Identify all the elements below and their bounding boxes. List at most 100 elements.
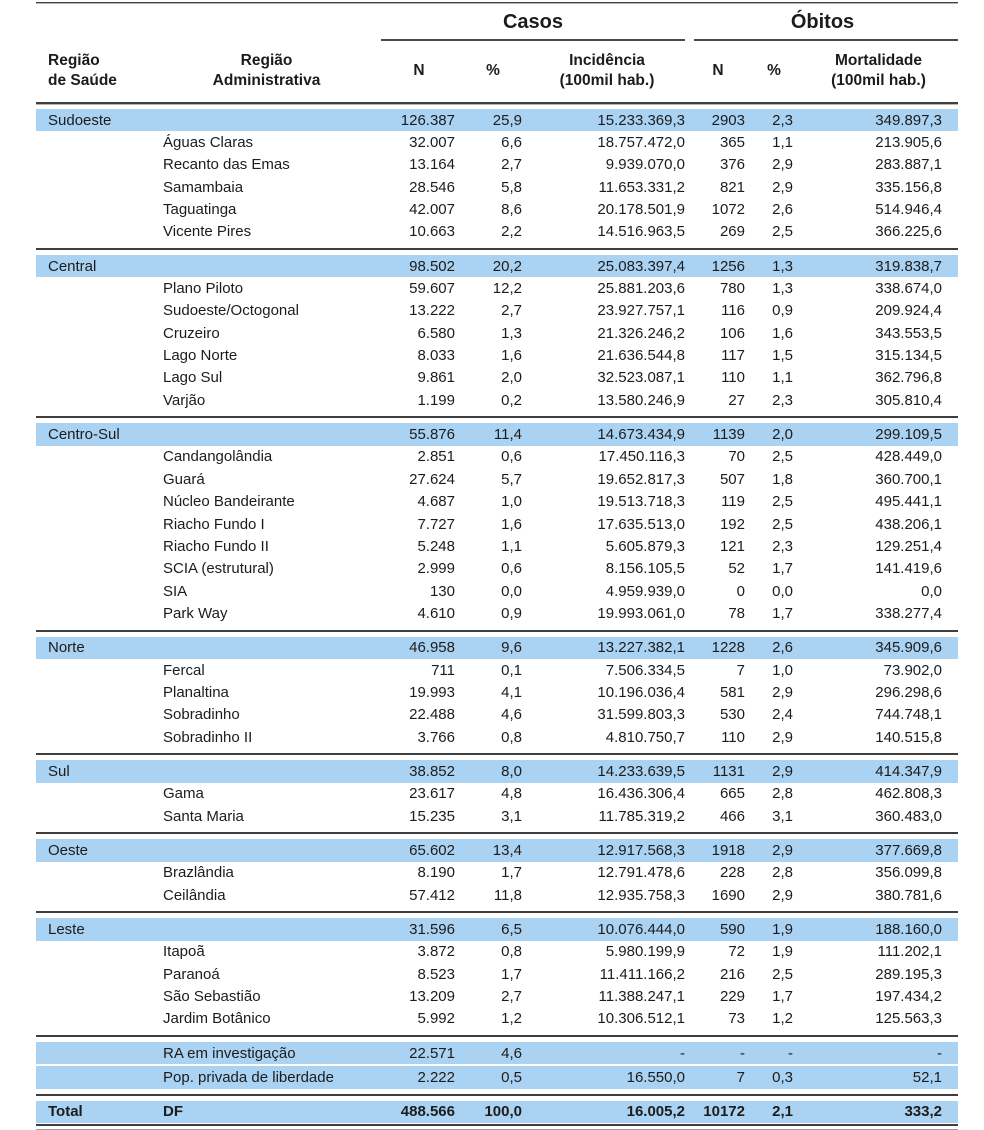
cell-casos-n: 5.992	[417, 1010, 455, 1028]
table-body: Sudoeste 126.387 25,9 15.233.369,3 2903 2,3 34…	[36, 109, 958, 1130]
cell-mortalidade: 335.156,8	[875, 178, 942, 196]
cell-casos-incidencia: 18.757.472,0	[597, 134, 685, 152]
cell-casos-incidencia: 4.959.939,0	[605, 582, 685, 600]
cell-regiao-administrativa: Guará	[163, 470, 205, 488]
cell-obitos-pct: 1,7	[772, 988, 793, 1006]
cell-regiao-saude: Leste	[48, 921, 85, 939]
cell-obitos-n: 1228	[711, 639, 745, 657]
cell-casos-n: 31.596	[409, 921, 455, 939]
cell-obitos-n: 117	[721, 347, 745, 365]
cell-regiao-administrativa: Recanto das Emas	[163, 156, 290, 174]
cell-mortalidade: 345.909,6	[875, 639, 942, 657]
cell-casos-incidencia: 12.791.478,6	[597, 864, 685, 882]
cell-obitos-n: 1256	[711, 257, 745, 275]
cell-casos-incidencia: 11.653.331,2	[598, 178, 685, 196]
cell-casos-pct: 2,2	[501, 223, 522, 241]
cell-obitos-n: 228	[719, 864, 745, 882]
cell-obitos-pct: 1,2	[772, 1010, 793, 1028]
cell-regiao-saude: Sudoeste	[48, 111, 112, 129]
cell-obitos-pct: 2,6	[772, 639, 793, 657]
cell-casos-incidencia: 14.516.963,5	[597, 223, 685, 241]
table-row: Taguatinga 42.007 8,6 20.178.501,9 1072 2,6 51…	[36, 198, 958, 220]
region-summary-row: Leste 31.596 6,5 10.076.444,0 590 1,9 188.160,…	[36, 918, 958, 941]
cell-obitos-n: 27	[728, 391, 745, 409]
cell-casos-n: 32.007	[409, 134, 455, 152]
table-row: Ceilândia 57.412 11,8 12.935.758,3 1690 2,9 38…	[36, 884, 958, 906]
cell-casos-incidencia: 16.550,0	[626, 1069, 685, 1087]
cell-casos-n: 2.851	[417, 448, 455, 466]
region-summary-row: Oeste 65.602 13,4 12.917.568,3 1918 2,9 377.66…	[36, 839, 958, 862]
cell-obitos-n: 376	[719, 156, 745, 174]
section-divider	[36, 416, 958, 419]
cell-obitos-n: 0	[736, 582, 745, 600]
cell-obitos-pct: 2,9	[772, 841, 793, 859]
top-rule	[36, 2, 958, 4]
section-divider	[36, 1035, 958, 1038]
cell-regiao-saude: Norte	[48, 639, 85, 657]
cell-obitos-pct: 0,0	[772, 582, 793, 600]
cell-obitos-n: 106	[719, 324, 745, 342]
cell-casos-pct: 12,2	[492, 280, 522, 298]
section-divider	[36, 753, 958, 756]
cell-casos-incidencia: 23.927.757,1	[597, 302, 685, 320]
cell-casos-incidencia: 17.450.116,3	[598, 448, 685, 466]
cell-mortalidade: 283.887,1	[875, 156, 942, 174]
cell-casos-n: 13.164	[409, 156, 455, 174]
table-row: Núcleo Bandeirante 4.687 1,0 19.513.718,3 11…	[36, 491, 958, 513]
cell-casos-incidencia: 4.810.750,7	[605, 728, 685, 746]
cell-obitos-pct: 1,1	[772, 369, 793, 387]
cell-regiao-administrativa: Núcleo Bandeirante	[163, 493, 295, 511]
table-row: Águas Claras 32.007 6,6 18.757.472,0 365 1,1 2…	[36, 131, 958, 153]
cell-obitos-n: 216	[719, 965, 745, 983]
cell-casos-n: 1.199	[417, 391, 455, 409]
cell-casos-incidencia: 25.083.397,4	[597, 257, 685, 275]
cell-casos-incidencia: 7.506.334,5	[605, 661, 685, 679]
cell-obitos-n: 73	[728, 1010, 745, 1028]
cell-regiao-saude: Central	[48, 257, 97, 275]
cell-casos-pct: 0,2	[501, 391, 522, 409]
cell-casos-incidencia: 21.326.246,2	[597, 324, 685, 342]
cell-casos-n: 23.617	[409, 785, 455, 803]
cell-casos-n: 22.488	[409, 706, 455, 724]
cell-obitos-n: 116	[721, 302, 745, 320]
section-divider	[36, 1124, 958, 1127]
cell-casos-pct: 0,0	[501, 582, 522, 600]
cell-obitos-pct: 2,5	[772, 448, 793, 466]
cell-casos-n: 57.412	[409, 886, 455, 904]
cell-casos-incidencia: 12.935.758,3	[597, 886, 685, 904]
cell-obitos-pct: 2,5	[772, 223, 793, 241]
cell-mortalidade: 356.099,8	[875, 864, 942, 882]
cell-casos-n: 10.663	[409, 223, 455, 241]
cell-regiao-administrativa: SIA	[163, 582, 188, 600]
cell-obitos-pct: 1,1	[772, 134, 793, 152]
cell-regiao-administrativa: Fercal	[163, 661, 205, 679]
cell-casos-pct: 2,7	[501, 156, 522, 174]
cell-mortalidade: 296.298,6	[875, 683, 942, 701]
table-row: Sobradinho 22.488 4,6 31.599.803,3 530 2,4 744…	[36, 704, 958, 726]
cell-casos-n: 7.727	[417, 515, 455, 533]
table-row: Vicente Pires 10.663 2,2 14.516.963,5 269 2,5…	[36, 221, 958, 243]
cell-casos-pct: 4,6	[501, 706, 522, 724]
cell-regiao-administrativa: RA em investigação	[163, 1044, 296, 1062]
cell-casos-incidencia: 12.917.568,3	[597, 841, 685, 859]
cell-mortalidade: 380.781,6	[875, 886, 942, 904]
cell-obitos-n: 507	[719, 470, 745, 488]
cell-obitos-pct: 2,1	[772, 1103, 793, 1121]
cell-casos-n: 98.502	[409, 257, 455, 275]
cell-mortalidade: 514.946,4	[875, 201, 942, 219]
col-header-mortalidade: Mortalidade (100mil hab.)	[831, 51, 926, 89]
cell-mortalidade: 362.796,8	[875, 369, 942, 387]
cell-regiao-administrativa: Candangolândia	[163, 448, 273, 466]
cell-casos-incidencia: 19.513.718,3	[597, 493, 685, 511]
cell-mortalidade: 315.134,5	[875, 347, 942, 365]
cell-obitos-n: 780	[719, 280, 745, 298]
section-divider	[36, 629, 958, 632]
cell-obitos-n: 52	[728, 560, 745, 578]
cell-regiao-administrativa: Lago Norte	[163, 347, 238, 365]
table-row: Lago Norte 8.033 1,6 21.636.544,8 117 1,5 315.…	[36, 344, 958, 366]
cell-casos-n: 2.222	[417, 1069, 455, 1087]
col-header-regiao-administrativa: Região Administrativa	[212, 51, 321, 89]
cell-obitos-pct: 3,1	[772, 807, 793, 825]
table-row: Candangolândia 2.851 0,6 17.450.116,3 70 2,5 4…	[36, 446, 958, 468]
cell-obitos-pct: 1,8	[772, 470, 793, 488]
